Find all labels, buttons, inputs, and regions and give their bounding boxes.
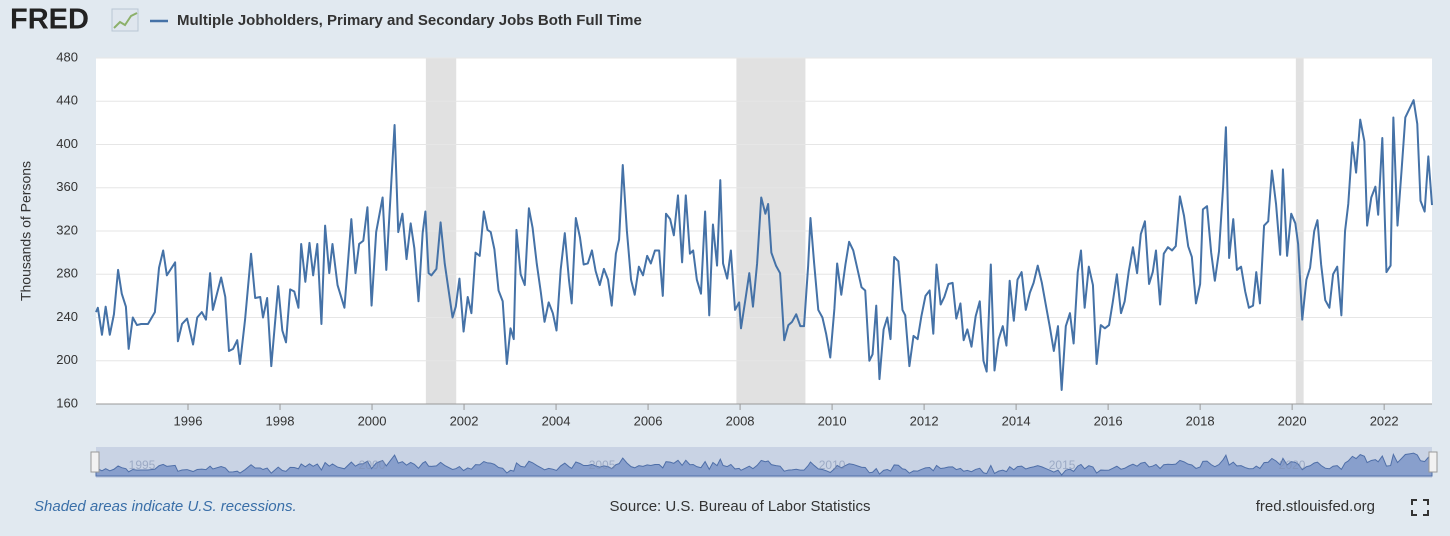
y-tick-label: 440	[56, 93, 78, 108]
x-tick-label: 2012	[910, 413, 939, 428]
x-tick-label: 2000	[358, 413, 387, 428]
axes: 160 200 240 280 320 360 400 440 480 1996 1998 2000 2…	[56, 49, 1432, 428]
x-tick-label: 2008	[726, 413, 755, 428]
logo: FRED	[10, 4, 89, 36]
logo-icon	[111, 8, 139, 32]
x-tick-label: 2020	[1278, 413, 1307, 428]
y-tick-label: 200	[56, 352, 78, 367]
x-tick-label: 2014	[1002, 413, 1031, 428]
y-axis-label: Thousands of Persons	[18, 161, 34, 301]
navigator-area	[95, 452, 1433, 477]
y-tick-label: 400	[56, 136, 78, 151]
navigator-tick-label: 2020	[1279, 458, 1306, 472]
x-tick-label: 1996	[174, 413, 203, 428]
y-tick-label: 280	[56, 266, 78, 281]
navigator-tick-label: 2010	[819, 458, 846, 472]
recession-note: Shaded areas indicate U.S. recessions.	[34, 498, 297, 515]
source: Source: U.S. Bureau of Labor Statistics	[610, 498, 871, 515]
fullscreen-icon[interactable]	[1411, 499, 1429, 516]
site: fred.stlouisfed.org	[1256, 498, 1375, 515]
y-tick-label: 480	[56, 49, 78, 64]
x-tick-label: 2018	[1186, 413, 1215, 428]
legend-label: Multiple Jobholders, Primary and Seconda…	[177, 12, 642, 29]
y-tick-label: 320	[56, 222, 78, 237]
navigator-series: 1995 2000 2005 2010 2015 2020	[95, 452, 1433, 477]
x-tick-label: 2010	[818, 413, 847, 428]
navigator-tick-label: 2000	[359, 458, 386, 472]
x-tick-label: 2022	[1370, 413, 1399, 428]
x-tick-label: 1998	[266, 413, 295, 428]
navigator-tick-label: 1995	[129, 458, 156, 472]
navigator-handle-right[interactable]	[1428, 451, 1438, 473]
y-tick-label: 240	[56, 309, 78, 324]
x-tick-label: 2016	[1094, 413, 1123, 428]
navigator-tick-label: 2005	[589, 458, 616, 472]
x-tick-label: 2006	[634, 413, 663, 428]
x-tick-label: 2002	[450, 413, 479, 428]
y-tick-label: 360	[56, 179, 78, 194]
series	[95, 99, 1433, 391]
series-line	[95, 99, 1433, 391]
navigator-handle-left[interactable]	[90, 451, 100, 473]
y-tick-label: 160	[56, 395, 78, 410]
navigator-tick-label: 2015	[1049, 458, 1076, 472]
x-tick-label: 2004	[542, 413, 571, 428]
